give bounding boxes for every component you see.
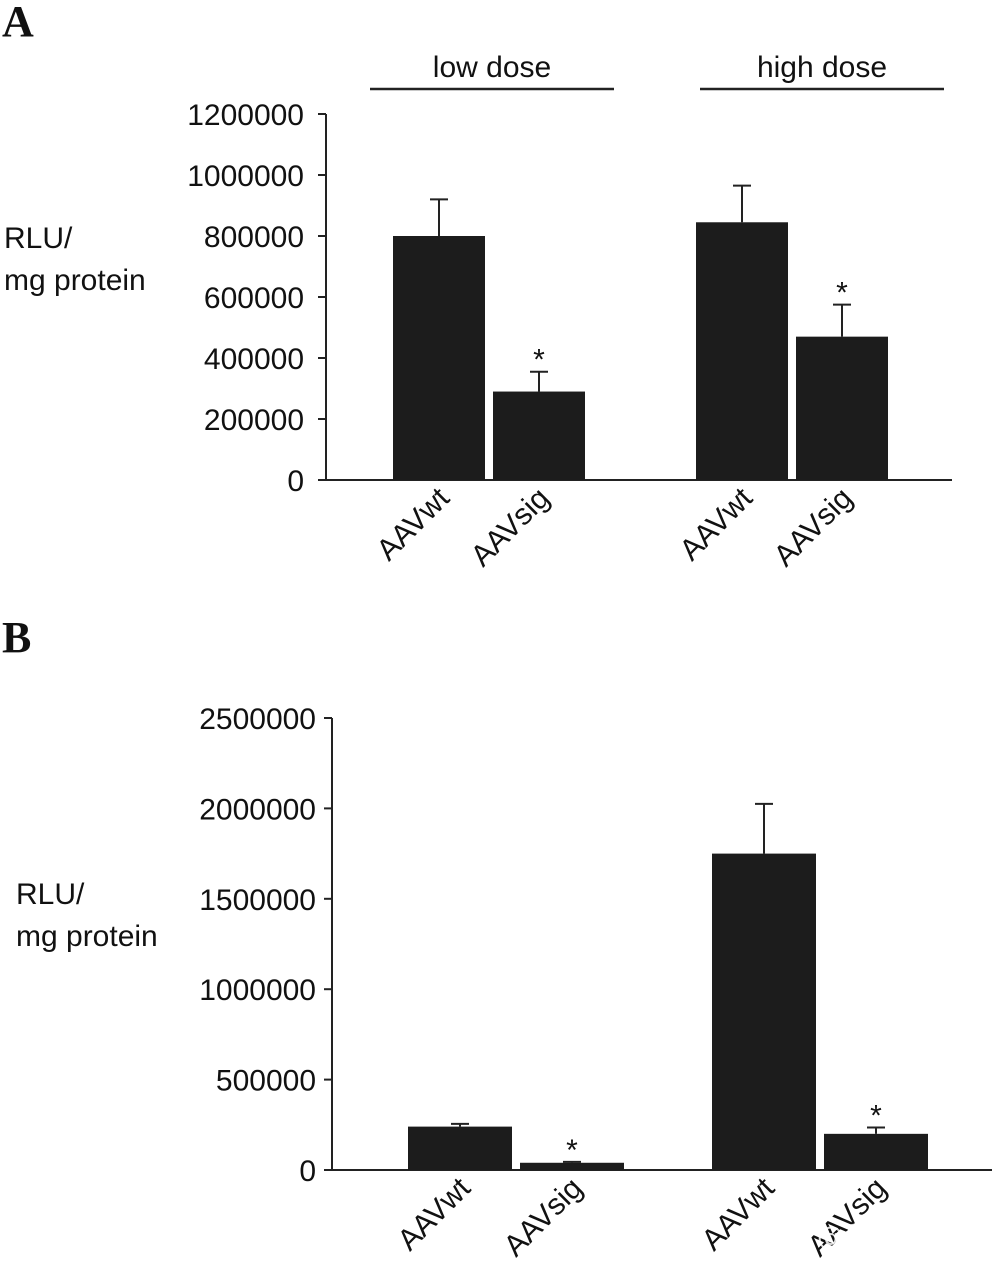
panel-a-category-label: AAVwt: [674, 481, 760, 567]
panel-b-bar: [408, 1126, 512, 1170]
panel-b-category-label: AAVwt: [392, 1171, 478, 1257]
panel-a-y-axis-label: RLU/: [4, 222, 73, 255]
panel-b-chart: B 0 500000 1000000 1500000 2000000 2500000 RLU…: [2, 613, 992, 1263]
panel-a-group-label: high dose: [757, 51, 887, 84]
panel-a-y-tick-label: 800000: [204, 221, 304, 254]
panel-a-chart: A 0 200000 400000 600000 800000 1000000 120000…: [2, 0, 952, 573]
panel-a-significance-marker: *: [836, 277, 848, 310]
panel-a-letter: A: [2, 0, 34, 46]
panel-b-y-tick-label: 1500000: [199, 884, 316, 917]
panel-b-y-tick-label: 500000: [216, 1065, 316, 1098]
panel-a-bar: [796, 336, 888, 480]
panel-a-significance-marker: *: [533, 344, 545, 377]
panel-a-bar: [493, 391, 585, 480]
panel-b-y-axis-label: mg protein: [16, 920, 158, 953]
panel-a-y-tick-label: 1200000: [187, 99, 304, 132]
panel-b-y-axis-label: RLU/: [16, 878, 85, 911]
panel-a-group-label: low dose: [433, 51, 551, 84]
panel-b-y-tick-label: 2000000: [199, 793, 316, 826]
panel-a-bar: [393, 236, 485, 480]
panel-b-y-tick-label: 0: [299, 1155, 316, 1188]
panel-a-y-tick-label: 1000000: [187, 160, 304, 193]
panel-a-y-tick-label: 0: [287, 465, 304, 498]
panel-b-significance-marker: *: [566, 1134, 578, 1167]
panel-b-y-tick-label: 2500000: [199, 703, 316, 736]
panel-b-category-label: AAVsig: [498, 1172, 589, 1263]
panel-a-y-tick-label: 200000: [204, 404, 304, 437]
panel-b-letter: B: [2, 613, 31, 662]
panel-a-category-label: AAVwt: [371, 481, 457, 567]
panel-a-bar: [696, 222, 788, 480]
panel-a-y-tick-label: 600000: [204, 282, 304, 315]
panel-a-y-axis-label: mg protein: [4, 264, 146, 297]
panel-a-category-label: AAVsig: [768, 482, 859, 573]
panel-b-bar: [712, 853, 816, 1170]
panel-a-category-label: AAVsig: [465, 482, 556, 573]
panel-b-bar: [824, 1133, 928, 1170]
panel-b-bar: [520, 1162, 624, 1170]
panel-b-significance-marker: *: [870, 1100, 882, 1133]
watermark-text: 知乎 @和元生物: [752, 1220, 957, 1253]
panel-a-y-tick-label: 400000: [204, 343, 304, 376]
panel-b-y-tick-label: 1000000: [199, 974, 316, 1007]
